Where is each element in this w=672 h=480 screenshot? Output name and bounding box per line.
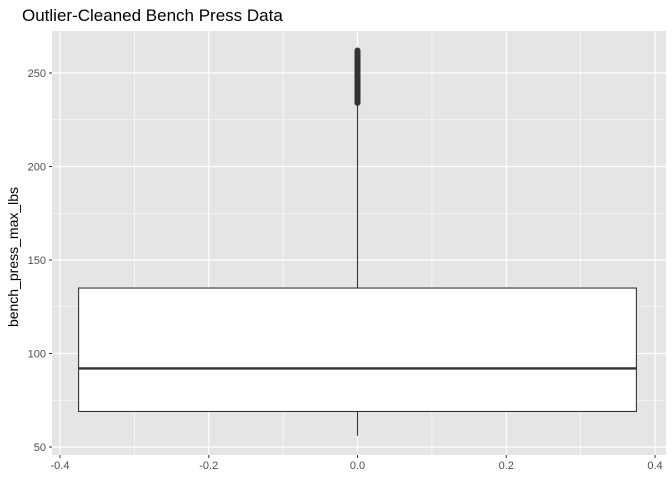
- outlier-point: [354, 47, 361, 54]
- x-tick-label: -0.2: [199, 460, 218, 472]
- y-tick-label: 50: [34, 442, 46, 454]
- y-tick-label: 100: [28, 349, 46, 361]
- chart-title: Outlier-Cleaned Bench Press Data: [22, 6, 283, 25]
- interquartile-box: [78, 287, 637, 413]
- x-tick-label: 0.0: [350, 460, 365, 472]
- x-tick-label: 0.4: [647, 460, 662, 472]
- box-marks: [78, 47, 637, 436]
- y-tick-label: 150: [28, 255, 46, 267]
- x-tick-label: 0.2: [499, 460, 514, 472]
- y-axis-label: bench_press_max_lbs: [5, 187, 21, 327]
- x-tick-label: -0.4: [51, 460, 70, 472]
- y-tick-label: 200: [28, 162, 46, 174]
- axes: 50 100 150 200 250 -0.4 -0.2 0.0 0.2 0.4: [28, 68, 663, 472]
- y-tick-label: 250: [28, 68, 46, 80]
